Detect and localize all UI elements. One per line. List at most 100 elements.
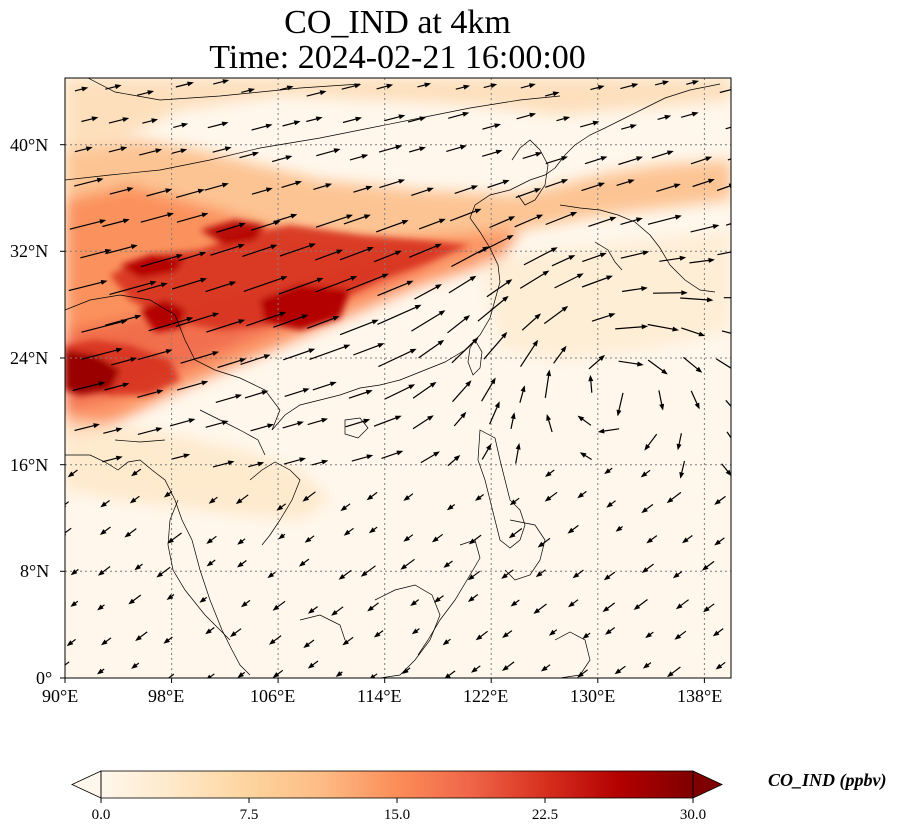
wind-vector-arrowhead — [235, 498, 243, 505]
wind-vector-arrowhead — [695, 366, 703, 373]
wind-vector-arrowhead — [705, 156, 713, 162]
wind-vector-arrowhead — [438, 218, 446, 224]
wind-vector — [412, 382, 435, 399]
wind-vector-arrowhead — [382, 273, 389, 279]
wind-vector — [418, 219, 444, 230]
wind-vector-arrowhead — [510, 412, 516, 420]
wind-vector-arrowhead — [546, 369, 552, 377]
lon-tick-label: 122°E — [463, 686, 509, 706]
wind-vector-arrowhead — [307, 662, 315, 669]
wind-vector-arrowhead — [703, 606, 710, 613]
wind-vector-arrowhead — [130, 244, 138, 250]
wind-vector-arrowhead — [297, 421, 304, 426]
colorbar-extend-low — [71, 770, 102, 799]
wind-vector — [647, 323, 677, 331]
wind-vector-arrowhead — [394, 415, 402, 421]
wind-vector — [180, 351, 217, 364]
wind-vector — [353, 343, 383, 356]
wind-vector-arrowhead — [419, 146, 426, 152]
wind-vector-arrowhead — [550, 247, 558, 253]
wind-vector-arrowhead — [156, 389, 164, 395]
wind-vector — [72, 382, 104, 392]
map-plot-area — [65, 78, 758, 678]
wind-vector-arrowhead — [268, 638, 276, 645]
wind-vector — [278, 278, 322, 295]
wind-vector-arrowhead — [309, 243, 316, 249]
wind-vector-arrowhead — [135, 635, 142, 641]
wind-vector-arrowhead — [134, 564, 141, 571]
wind-vector — [243, 276, 286, 292]
wind-vector-arrowhead — [333, 148, 341, 154]
wind-vector-arrowhead — [735, 369, 742, 375]
wind-vector-arrowhead — [97, 604, 104, 611]
wind-vector-arrowhead — [534, 313, 541, 320]
wind-vector-arrowhead — [363, 214, 371, 220]
wind-vector-arrowhead — [206, 538, 213, 544]
wind-vector — [251, 221, 279, 231]
wind-vector — [167, 673, 175, 678]
wind-vector-arrowhead — [467, 596, 475, 602]
wind-vector — [273, 315, 307, 328]
wind-vector-arrowhead — [667, 150, 674, 156]
wind-vector-arrowhead — [239, 358, 247, 363]
wind-vector-arrowhead — [235, 394, 242, 399]
wind-vector-arrowhead — [599, 252, 607, 258]
wind-vector — [105, 315, 140, 326]
wind-vector-arrowhead — [315, 116, 323, 122]
wind-vector-arrowhead — [319, 90, 327, 96]
wind-vector-arrowhead — [465, 380, 472, 387]
map-frame — [64, 77, 732, 679]
wind-vector-arrowhead — [304, 537, 312, 543]
wind-vector-arrowhead — [659, 403, 665, 411]
wind-vector-arrowhead — [472, 337, 479, 344]
wind-vector-arrowhead — [631, 83, 639, 88]
lon-tick-label: 106°E — [250, 686, 296, 706]
wind-vector — [486, 280, 511, 298]
wind-vector-arrowhead — [714, 539, 721, 546]
wind-vector — [375, 220, 407, 233]
wind-vector-arrowhead — [494, 401, 500, 409]
wind-vector-arrowhead — [343, 344, 351, 350]
wind-vector-arrowhead — [237, 672, 244, 678]
wind-vector — [105, 245, 136, 255]
wind-vector — [210, 244, 243, 256]
wind-vector-arrowhead — [165, 188, 172, 194]
wind-vector-arrowhead — [502, 179, 510, 185]
wind-vector-arrowhead — [122, 218, 130, 224]
wind-vector-arrowhead — [751, 336, 758, 341]
wind-vector-arrowhead — [676, 443, 682, 451]
wind-vector-arrowhead — [604, 468, 611, 475]
wind-vector-arrowhead — [641, 507, 648, 514]
wind-vector-arrowhead — [536, 214, 544, 220]
wind-vector-arrowhead — [666, 497, 674, 504]
wind-vector-arrowhead — [675, 214, 682, 220]
wind-vector-arrowhead — [272, 672, 280, 678]
wind-vector-arrowhead — [411, 628, 419, 635]
wind-vector-arrowhead — [708, 178, 715, 184]
wind-vector-arrowhead — [361, 154, 369, 159]
wind-vector-arrowhead — [642, 250, 650, 256]
wind-vector — [284, 388, 308, 397]
wind-vector-arrowhead — [437, 339, 445, 346]
wind-vector-arrowhead — [301, 314, 309, 320]
wind-vector-arrowhead — [238, 243, 245, 249]
wind-vector-arrowhead — [508, 532, 516, 539]
wind-vector-arrowhead — [230, 631, 237, 637]
wind-vector — [307, 316, 338, 329]
lat-tick-label: 40°N — [10, 135, 49, 155]
wind-vector-arrowhead — [238, 319, 246, 325]
colorbar — [71, 770, 723, 803]
wind-vector-arrowhead — [570, 212, 578, 217]
wind-vector — [102, 219, 128, 228]
wind-vector-arrowhead — [641, 286, 648, 292]
wind-vector-arrowhead — [367, 247, 374, 252]
wind-vector-arrowhead — [265, 187, 273, 193]
wind-vector — [719, 88, 731, 94]
wind-vector-arrowhead — [546, 414, 551, 421]
wind-vector — [717, 251, 731, 256]
wind-vector-arrowhead — [673, 183, 681, 189]
wind-vector-arrowhead — [444, 673, 451, 678]
wind-vector — [483, 333, 507, 360]
wind-vector-arrowhead — [147, 90, 155, 95]
wind-vector-arrowhead — [331, 610, 338, 616]
